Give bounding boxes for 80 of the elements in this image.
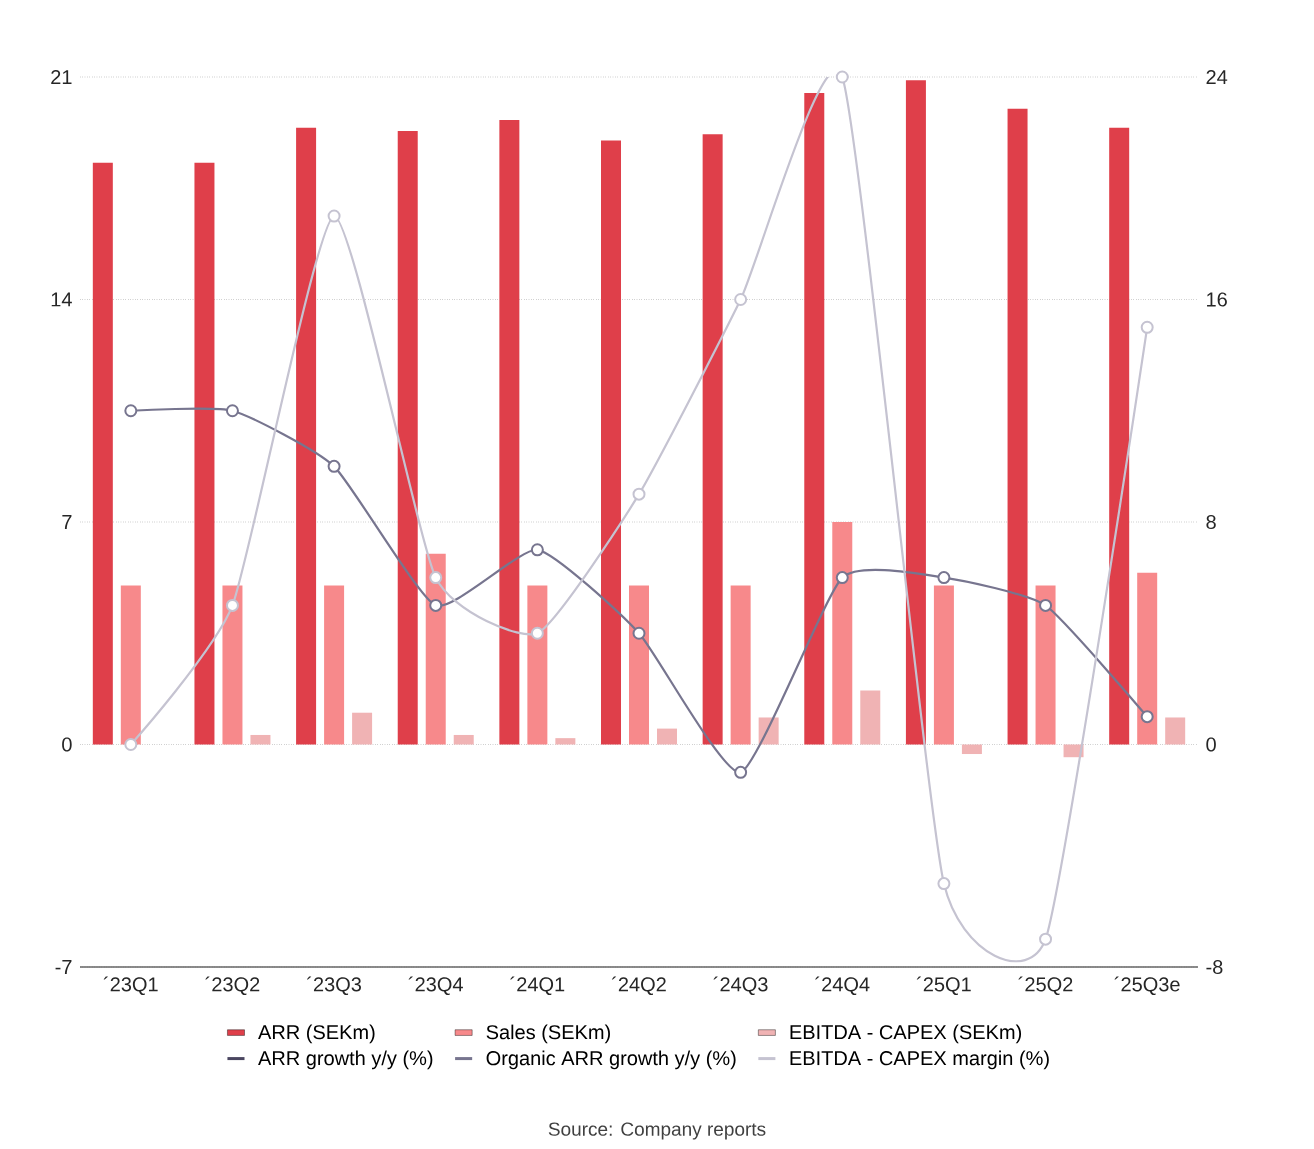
x-tick-label: ´24Q3	[713, 976, 768, 996]
y2-tick-label: 24	[1206, 70, 1228, 84]
bar	[250, 734, 271, 745]
point	[1039, 598, 1053, 612]
y2-tick-label: 0	[1206, 737, 1216, 752]
point	[937, 877, 951, 891]
bar	[933, 585, 954, 745]
point	[225, 404, 239, 418]
bar	[730, 585, 751, 745]
bar	[352, 712, 373, 745]
point	[124, 404, 138, 418]
x-tick-label: ´25Q2	[1018, 976, 1073, 996]
bar	[120, 585, 141, 745]
point	[734, 765, 748, 779]
y-tick-label: 0	[62, 737, 72, 752]
bar	[527, 585, 548, 745]
bar	[194, 162, 215, 745]
bar	[702, 134, 723, 745]
point	[1039, 932, 1053, 946]
point	[1140, 320, 1154, 334]
bar	[905, 80, 926, 745]
bar	[324, 585, 345, 745]
bar	[555, 738, 576, 745]
legend-label: EBITDA - CAPEX (SEKm)	[790, 1024, 1022, 1044]
x-tick-label: ´24Q4	[815, 976, 870, 996]
y2-tick-label: 8	[1206, 514, 1216, 530]
point	[835, 70, 849, 84]
point	[124, 738, 138, 751]
legend-label: Organic ARR growth y/y (%)	[486, 1050, 736, 1070]
point	[530, 543, 544, 557]
x-tick-label: ´23Q4	[408, 976, 463, 996]
bar	[296, 127, 317, 745]
y2-tick-label: -8	[1206, 959, 1223, 975]
point	[1140, 710, 1154, 724]
y-tick-label: -7	[55, 960, 72, 974]
bar	[961, 744, 982, 755]
bar	[1007, 108, 1028, 745]
x-tick-label: ´24Q1	[510, 976, 565, 996]
point	[429, 571, 443, 585]
y-tick-label: 7	[62, 515, 72, 529]
bar	[397, 131, 418, 745]
x-tick-label: ´25Q3e	[1114, 976, 1180, 996]
x-tick-label: ´24Q2	[611, 976, 666, 996]
bar	[629, 585, 649, 745]
y2-tick-label: 16	[1207, 292, 1227, 307]
point	[530, 626, 544, 640]
legend-label: ARR (SEKm)	[258, 1024, 375, 1044]
y-tick-label: 14	[51, 292, 72, 307]
legend-label: EBITDA - CAPEX margin (%)	[790, 1050, 1049, 1070]
point	[225, 598, 239, 612]
bar	[601, 140, 621, 745]
point	[632, 487, 646, 501]
bar	[832, 522, 853, 745]
bar	[499, 119, 520, 745]
bar	[1109, 127, 1130, 745]
bar	[222, 585, 243, 745]
bar	[425, 553, 446, 745]
point	[835, 571, 849, 585]
bar	[1165, 717, 1186, 745]
point	[734, 292, 748, 306]
x-tick-label: ´25Q1	[916, 976, 971, 996]
source-note: Source: Company reports	[548, 1122, 766, 1140]
bar	[657, 728, 678, 745]
y-tick-label: 21	[51, 70, 72, 84]
x-tick-label: ´23Q3	[307, 976, 361, 996]
bar	[860, 690, 881, 745]
point	[937, 571, 951, 585]
x-tick-label: ´23Q2	[205, 976, 260, 996]
bar	[1035, 585, 1056, 745]
bar	[804, 92, 825, 745]
point	[429, 598, 443, 612]
point	[632, 626, 646, 640]
point	[327, 209, 341, 223]
legend-label: ARR growth y/y (%)	[258, 1050, 433, 1070]
bar	[1137, 572, 1158, 745]
x-tick-label: ´23Q1	[103, 976, 158, 996]
point	[327, 459, 341, 473]
legend-label: Sales (SEKm)	[486, 1024, 610, 1044]
bar	[92, 162, 113, 745]
bar	[453, 734, 474, 745]
